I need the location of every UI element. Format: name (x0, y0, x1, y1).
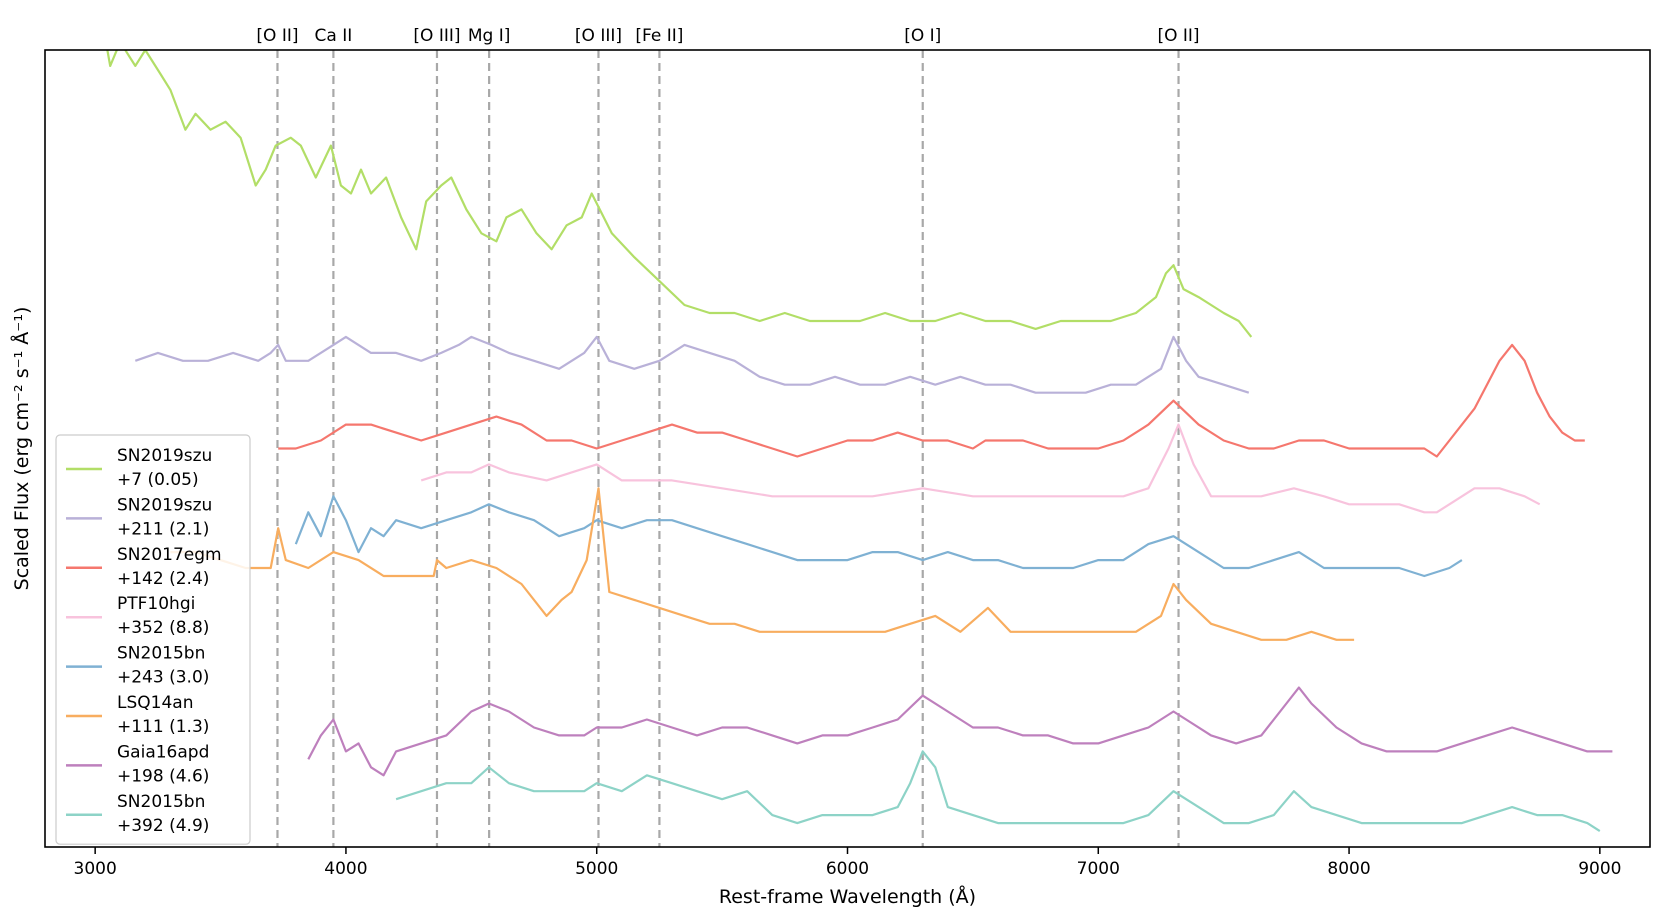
x-tick-label: 5000 (575, 859, 618, 879)
x-tick-label: 7000 (1077, 859, 1120, 879)
legend: SN2019szu +7 (0.05) SN2019szu +211 (2.1) SN2… (55, 434, 251, 845)
legend-phase-7: +392 (4.9) (117, 816, 209, 836)
series-line-0 (106, 50, 1253, 338)
line-marker-label-7: [O II] (1157, 26, 1199, 46)
series-line-2 (278, 343, 1585, 458)
line-markers: [O II] Ca II [O III] Mg I] [O III] [Fe II] [O … (256, 26, 1200, 847)
x-tick-label: 9000 (1578, 859, 1621, 879)
legend-phase-0: +7 (0.05) (117, 470, 199, 490)
series-line-6 (307, 686, 1613, 777)
series-line-7 (395, 750, 1601, 833)
line-marker-label-3: Mg I] (468, 26, 511, 46)
series-line-3 (420, 423, 1541, 514)
legend-label-5: LSQ14an (117, 693, 193, 713)
y-axis-label: Scaled Flux (erg cm⁻² s⁻¹ Å⁻¹) (10, 307, 33, 591)
line-marker-label-5: [Fe II] (635, 26, 683, 46)
legend-phase-6: +198 (4.6) (117, 766, 209, 786)
line-marker-label-4: [O III] (575, 26, 622, 46)
line-marker-label-0: [O II] (256, 26, 298, 46)
line-marker-label-6: [O I] (904, 26, 941, 46)
x-tick-label: 4000 (324, 859, 367, 879)
series-line-4 (294, 495, 1463, 578)
x-tick-label: 8000 (1327, 859, 1370, 879)
legend-phase-2: +142 (2.4) (117, 569, 209, 589)
line-marker-label-2: [O III] (413, 26, 460, 46)
spectra-series (106, 50, 1613, 833)
x-axis-label: Rest-frame Wavelength (Å) (719, 885, 976, 908)
legend-label-3: PTF10hgi (117, 594, 195, 614)
legend-phase-1: +211 (2.1) (117, 519, 209, 539)
legend-phase-3: +352 (8.8) (117, 618, 209, 638)
legend-label-7: SN2015bn (117, 792, 205, 812)
x-tick-label: 3000 (74, 859, 117, 879)
legend-label-4: SN2015bn (117, 644, 205, 664)
x-axis-ticks: 3000 4000 5000 6000 7000 8000 9000 (74, 847, 1621, 879)
legend-label-2: SN2017egm (117, 545, 222, 565)
x-tick-label: 6000 (826, 859, 869, 879)
legend-label-0: SN2019szu (117, 446, 212, 466)
legend-box (55, 434, 251, 845)
legend-phase-5: +111 (1.3) (117, 717, 209, 737)
legend-label-6: Gaia16apd (117, 742, 209, 762)
legend-label-1: SN2019szu (117, 495, 212, 515)
series-line-1 (134, 335, 1250, 394)
series-line-5 (170, 487, 1355, 641)
line-marker-label-1: Ca II (315, 26, 353, 46)
legend-phase-4: +243 (3.0) (117, 668, 209, 688)
